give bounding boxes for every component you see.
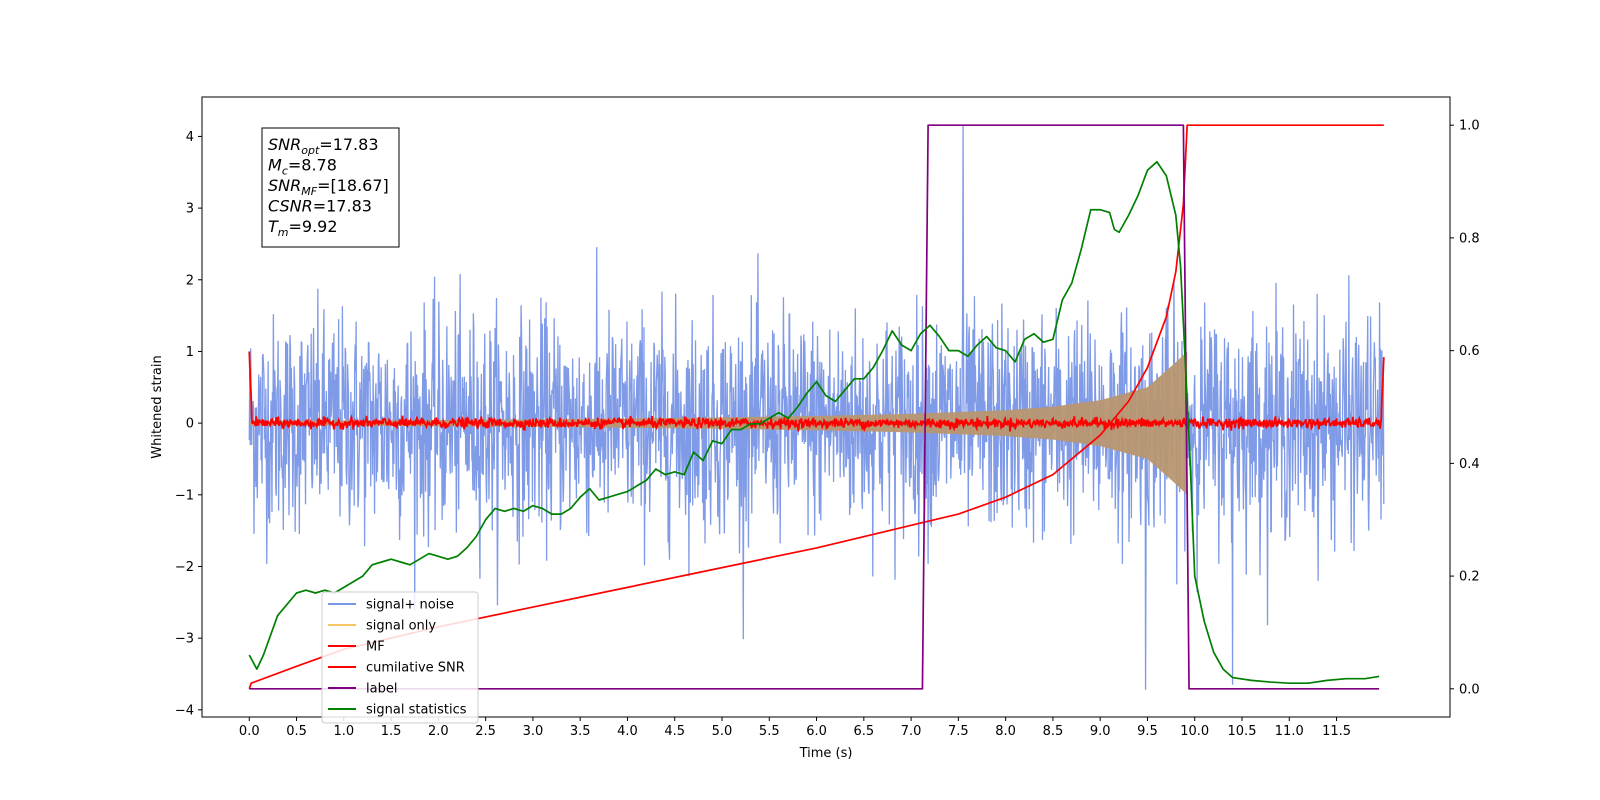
legend-entry-signal-noise: signal+ noise [366,598,454,613]
legend-frame [321,591,479,724]
x-tick-label: 2.0 [428,724,449,739]
annotation-frame [261,127,400,248]
annotation-line: SNRopt=17.83 [268,135,379,157]
x-tick-label: 10.0 [1180,724,1209,739]
x-axis-label: Time (s) [799,746,853,761]
x-tick-label: 7.5 [948,724,969,739]
y2-tick-label: 0.4 [1459,457,1480,472]
y-axis-label: Whitened strain [150,355,165,458]
x-tick-label: 6.5 [853,724,874,739]
series-label [249,124,1380,690]
y-tick-label: −2 [175,560,194,575]
x-tick-label: 9.5 [1137,724,1158,739]
x-tick-label: 5.5 [759,724,780,739]
x-tick-label: 1.0 [333,724,354,739]
x-tick-label: 9.0 [1090,724,1111,739]
annotation-line: Tm=9.92 [268,217,338,239]
annotation-line: SNRMF=[18.67] [268,176,389,198]
y-tick-label: 4 [186,130,194,145]
x-tick-label: 3.0 [523,724,544,739]
stats-annotation-box: SNRopt=17.83Mc=8.78SNRMF=[18.67]CSNR=17.… [261,127,400,248]
y-tick-label: 3 [186,202,194,217]
y-tick-label: 2 [186,273,194,288]
legend-entry-label: label [366,682,397,697]
x-tick-label: 1.5 [381,724,402,739]
y2-tick-label: 0.6 [1459,344,1480,359]
legend: signal+ noise signal only MF cumilative SNR… [321,591,479,724]
y-axis-right: 0.0 0.2 0.4 0.6 0.8 1.0 [1450,119,1480,697]
x-tick-label: 8.0 [995,724,1016,739]
annotation-line: CSNR=17.83 [268,197,372,216]
y2-tick-label: 1.0 [1459,119,1480,134]
y-tick-label: 0 [186,417,194,432]
y2-tick-label: 0.2 [1459,570,1480,585]
legend-entry-signal-statistics: signal statistics [366,703,467,718]
x-tick-label: 6.0 [806,724,827,739]
y2-tick-label: 0.8 [1459,231,1480,246]
y-tick-label: −1 [175,488,194,503]
x-tick-label: 2.5 [475,724,496,739]
x-tick-label: 4.0 [617,724,638,739]
x-tick-label: 8.5 [1043,724,1064,739]
legend-entry-mf: MF [366,640,385,655]
legend-entry-cumilative-snr: cumilative SNR [366,661,465,676]
x-tick-label: 0.0 [239,724,260,739]
x-tick-label: 0.5 [286,724,307,739]
legend-entry-signal-only: signal only [366,619,436,634]
x-tick-label: 11.5 [1322,724,1351,739]
y-tick-label: −3 [175,632,194,647]
x-tick-label: 3.5 [570,724,591,739]
y-tick-label: 1 [186,345,194,360]
y-tick-label: −4 [175,703,194,718]
series-mf [248,351,1385,433]
x-axis: 0.0 0.5 1.0 1.5 2.0 2.5 3.0 3.5 4.0 4.5 5.0 5.5 6.0 6… [239,717,1351,739]
series-signal-statistics [248,160,1380,685]
x-tick-label: 11.0 [1275,724,1304,739]
y-axis-left: −4 −3 −2 −1 0 1 2 3 4 [175,130,202,718]
y2-tick-label: 0.0 [1459,682,1480,697]
plot-frame [201,96,1451,718]
annotation-line: Mc=8.78 [268,156,337,178]
x-tick-label: 5.0 [712,724,733,739]
x-tick-label: 4.5 [664,724,685,739]
series-signal-noise [248,125,1385,690]
x-tick-label: 7.0 [901,724,922,739]
x-tick-label: 10.5 [1228,724,1257,739]
